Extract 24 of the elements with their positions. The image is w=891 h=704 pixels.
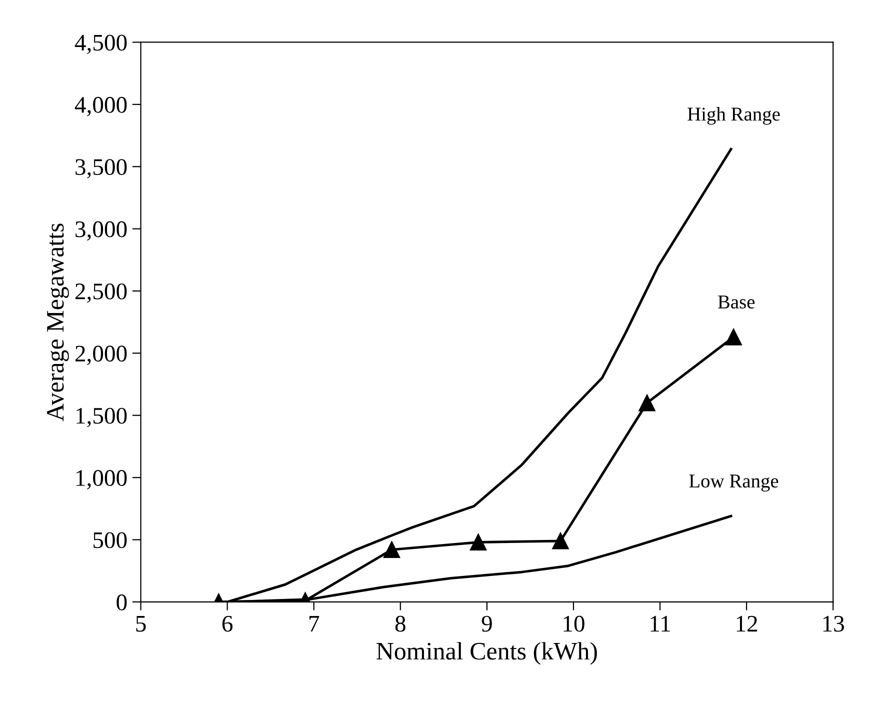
x-tick-label: 10 <box>564 616 584 632</box>
x-tick-label: 9 <box>482 616 492 632</box>
y-tick-label: 3,500 <box>76 159 127 178</box>
x-tick-label: 5 <box>136 616 146 632</box>
x-tick-label: 8 <box>395 616 406 632</box>
x-tick-label: 13 <box>823 616 844 632</box>
y-tick-label: 0 <box>116 594 127 610</box>
y-tick-label: 4,500 <box>74 34 127 54</box>
y-tick-label: 500 <box>94 532 127 548</box>
y-tick-label: 4,000 <box>74 96 127 116</box>
y-tick-label: 3,000 <box>76 221 127 241</box>
y-tick-label: 1,500 <box>76 408 127 428</box>
y-axis-title: Average Megawatts <box>47 224 69 422</box>
y-tick-label: 2,000 <box>75 346 127 365</box>
series-label: High Range <box>688 107 780 125</box>
series-label: Low Range <box>689 474 778 492</box>
x-tick-label: 6 <box>222 616 233 632</box>
y-tick-label: 1,000 <box>76 470 127 490</box>
x-axis-title: Nominal Cents (kWh) <box>376 642 597 665</box>
y-tick-label: 2,500 <box>75 283 127 303</box>
x-tick-label: 7 <box>310 616 320 632</box>
x-tick-label: 11 <box>650 616 670 632</box>
series-label: Base <box>718 296 755 309</box>
x-tick-label: 12 <box>736 616 758 632</box>
